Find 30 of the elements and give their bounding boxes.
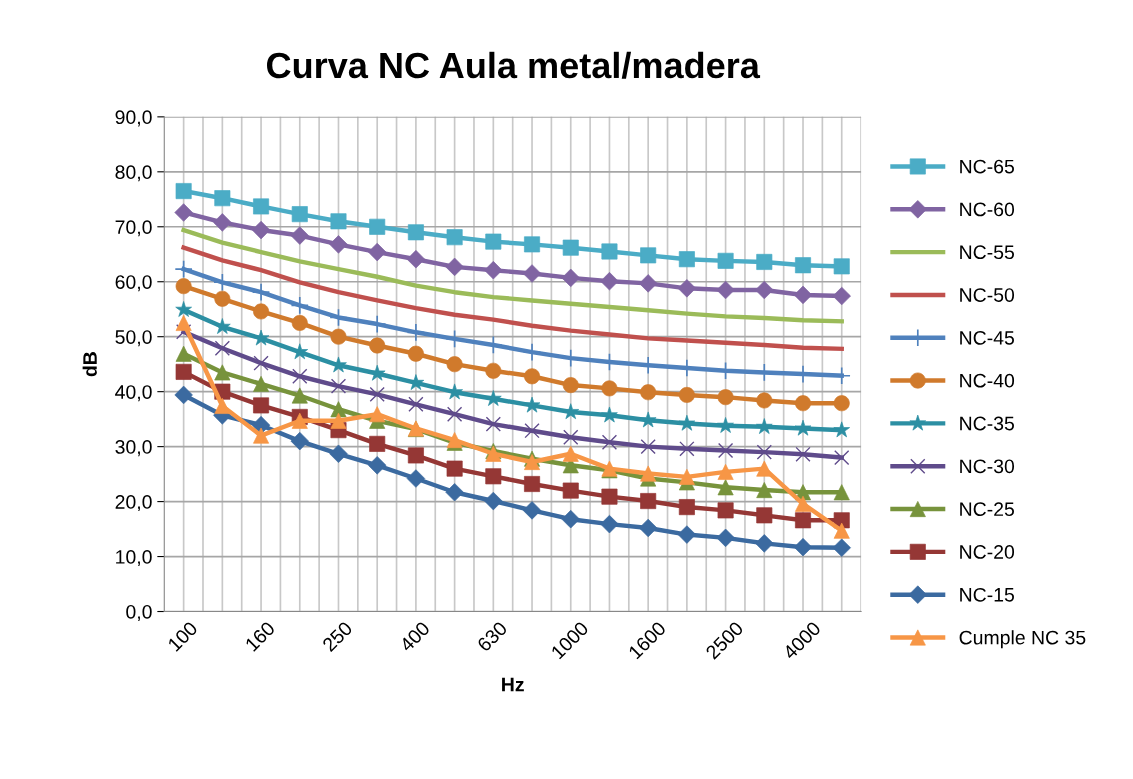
y-tick-label: 40,0 xyxy=(115,385,152,402)
legend-label: NC-25 xyxy=(960,502,1014,517)
legend-label: NC-30 xyxy=(960,459,1015,474)
y-tick-label: 30,0 xyxy=(115,440,152,457)
legend-label: NC-65 xyxy=(960,159,1014,174)
y-tick-label: 20,0 xyxy=(115,495,152,512)
legend-label: NC-20 xyxy=(960,545,1015,559)
y-tick-label: 60,0 xyxy=(115,275,152,292)
y-tick-label: 80,0 xyxy=(115,165,152,182)
y-tick-label: 70,0 xyxy=(115,220,152,237)
legend-label: NC-50 xyxy=(960,288,1015,302)
x-tick-label: 250 xyxy=(321,620,354,653)
x-tick-label: 160 xyxy=(244,620,276,652)
y-tick-label: 10,0 xyxy=(116,550,152,567)
x-axis-title: Hz xyxy=(502,677,524,692)
x-tick-label: 400 xyxy=(398,620,431,653)
legend-label: NC-45 xyxy=(960,330,1014,345)
legend-label: NC-60 xyxy=(960,202,1015,217)
legend-label: NC-35 xyxy=(960,416,1014,431)
legend-label: NC-55 xyxy=(960,245,1014,260)
legend-label: NC-15 xyxy=(960,587,1014,602)
y-tick-label: 0,0 xyxy=(126,604,152,622)
y-tick-label: 50,0 xyxy=(115,330,152,347)
y-axis-title: dB xyxy=(82,352,97,377)
legend-label: NC-40 xyxy=(960,373,1015,388)
x-tick-label: 100 xyxy=(167,620,199,652)
y-tick-label: 90,0 xyxy=(115,110,152,127)
chart-title: Curva NC Aula metal/madera xyxy=(267,51,761,79)
legend-label: Cumple NC 35 xyxy=(959,630,1086,649)
x-tick-label: 630 xyxy=(476,620,508,653)
